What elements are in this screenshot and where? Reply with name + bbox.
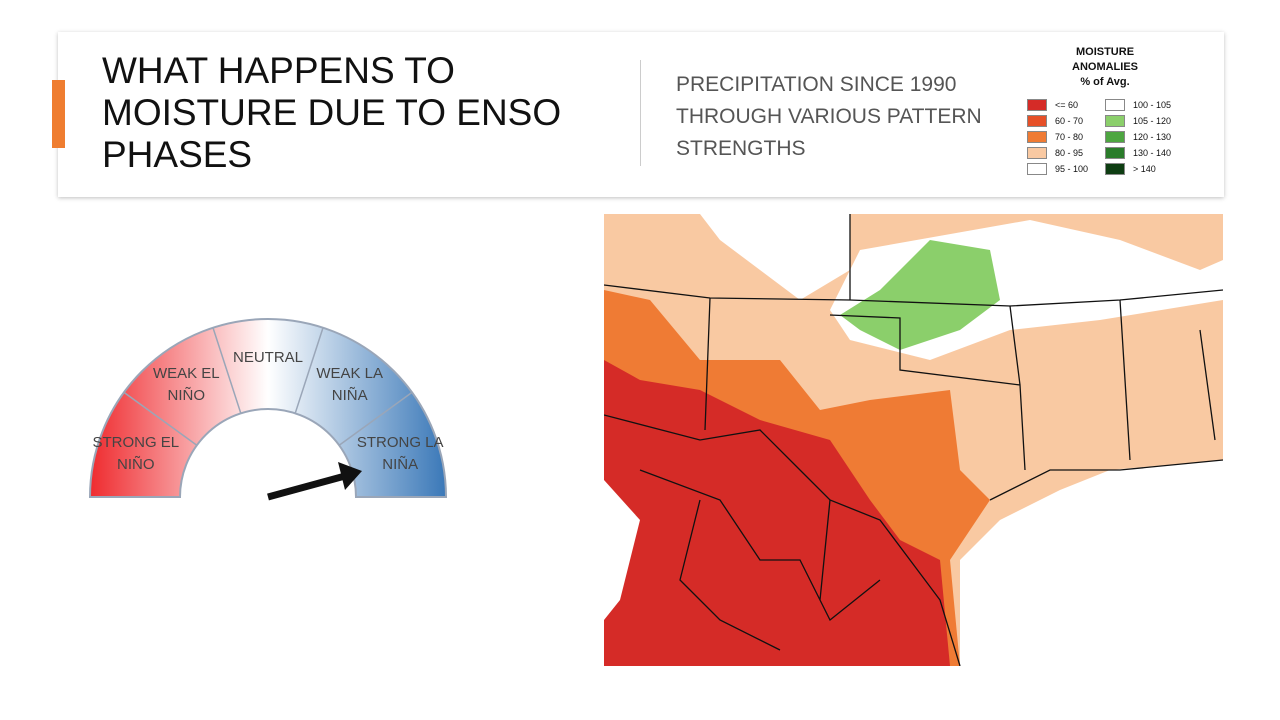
legend-label: 80 - 95: [1055, 147, 1084, 158]
legend-label: 70 - 80: [1055, 131, 1084, 142]
map-region: [840, 240, 1000, 350]
legend-item: 120 - 130: [1105, 128, 1185, 145]
title: WHAT HAPPENS TO MOISTURE DUE TO ENSO PHA…: [102, 50, 562, 175]
legend-label: <= 60: [1055, 99, 1079, 110]
gauge-divider: [123, 391, 198, 446]
legend-swatch: [1027, 98, 1047, 111]
legend-swatch: [1027, 130, 1047, 143]
map-region: [604, 360, 950, 666]
legend-item: 100 - 105: [1105, 96, 1185, 113]
legend-item: <= 60: [1027, 96, 1107, 113]
legend-swatch: [1105, 98, 1125, 111]
legend-swatch: [1027, 162, 1047, 175]
subtitle: PRECIPITATION SINCE 1990 THROUGH VARIOUS…: [676, 73, 982, 160]
legend: <= 60 60 - 70 70 - 80 80 - 95 95 - 100 100 - …: [1027, 96, 1207, 186]
gauge-divider: [294, 327, 324, 414]
gauge-label: NEUTRAL: [232, 349, 303, 366]
legend-item: 105 - 120: [1105, 112, 1185, 129]
legend-label: 105 - 120: [1133, 115, 1172, 126]
gulf: [960, 460, 1223, 666]
needle-head: [338, 462, 362, 490]
ocean: [604, 480, 640, 620]
legend-label: 100 - 105: [1133, 99, 1172, 110]
legend-label: 60 - 70: [1055, 115, 1084, 126]
accent-bar: [52, 80, 65, 148]
legend-swatch: [1105, 162, 1125, 175]
legend-item: 80 - 95: [1027, 144, 1107, 161]
gauge-label: WEAK LA NIÑA: [316, 364, 384, 404]
legend-item: 95 - 100: [1027, 160, 1107, 177]
legend-item: > 140: [1105, 160, 1185, 177]
map: [604, 214, 1223, 666]
legend-label: 120 - 130: [1133, 131, 1172, 142]
borders: [604, 214, 1223, 666]
map-region: [700, 214, 850, 300]
legend-title: MOISTURE ANOMALIES % of Avg.: [1040, 45, 1170, 90]
gauge-label: STRONG LA NIÑA: [356, 434, 444, 474]
gauge-divider: [338, 391, 413, 446]
gauge-divider: [212, 327, 242, 414]
divider: [640, 60, 641, 166]
legend-item: 60 - 70: [1027, 112, 1107, 129]
legend-swatch: [1027, 114, 1047, 127]
gauge-needle: [267, 472, 346, 501]
gauge-arc: [88, 318, 448, 498]
legend-swatch: [1027, 146, 1047, 159]
legend-label: 130 - 140: [1133, 147, 1172, 158]
legend-item: 130 - 140: [1105, 144, 1185, 161]
legend-label: > 140: [1133, 163, 1156, 174]
legend-swatch: [1105, 130, 1125, 143]
gauge-label: STRONG EL NIÑO: [92, 434, 180, 474]
legend-item: 70 - 80: [1027, 128, 1107, 145]
legend-swatch: [1105, 114, 1125, 127]
gauge-label: WEAK EL NIÑO: [152, 364, 220, 404]
gauge: [88, 318, 448, 501]
legend-swatch: [1105, 146, 1125, 159]
legend-subtitle: % of Avg.: [1080, 76, 1130, 88]
legend-heading: MOISTURE ANOMALIES: [1072, 46, 1138, 73]
legend-label: 95 - 100: [1055, 163, 1089, 174]
